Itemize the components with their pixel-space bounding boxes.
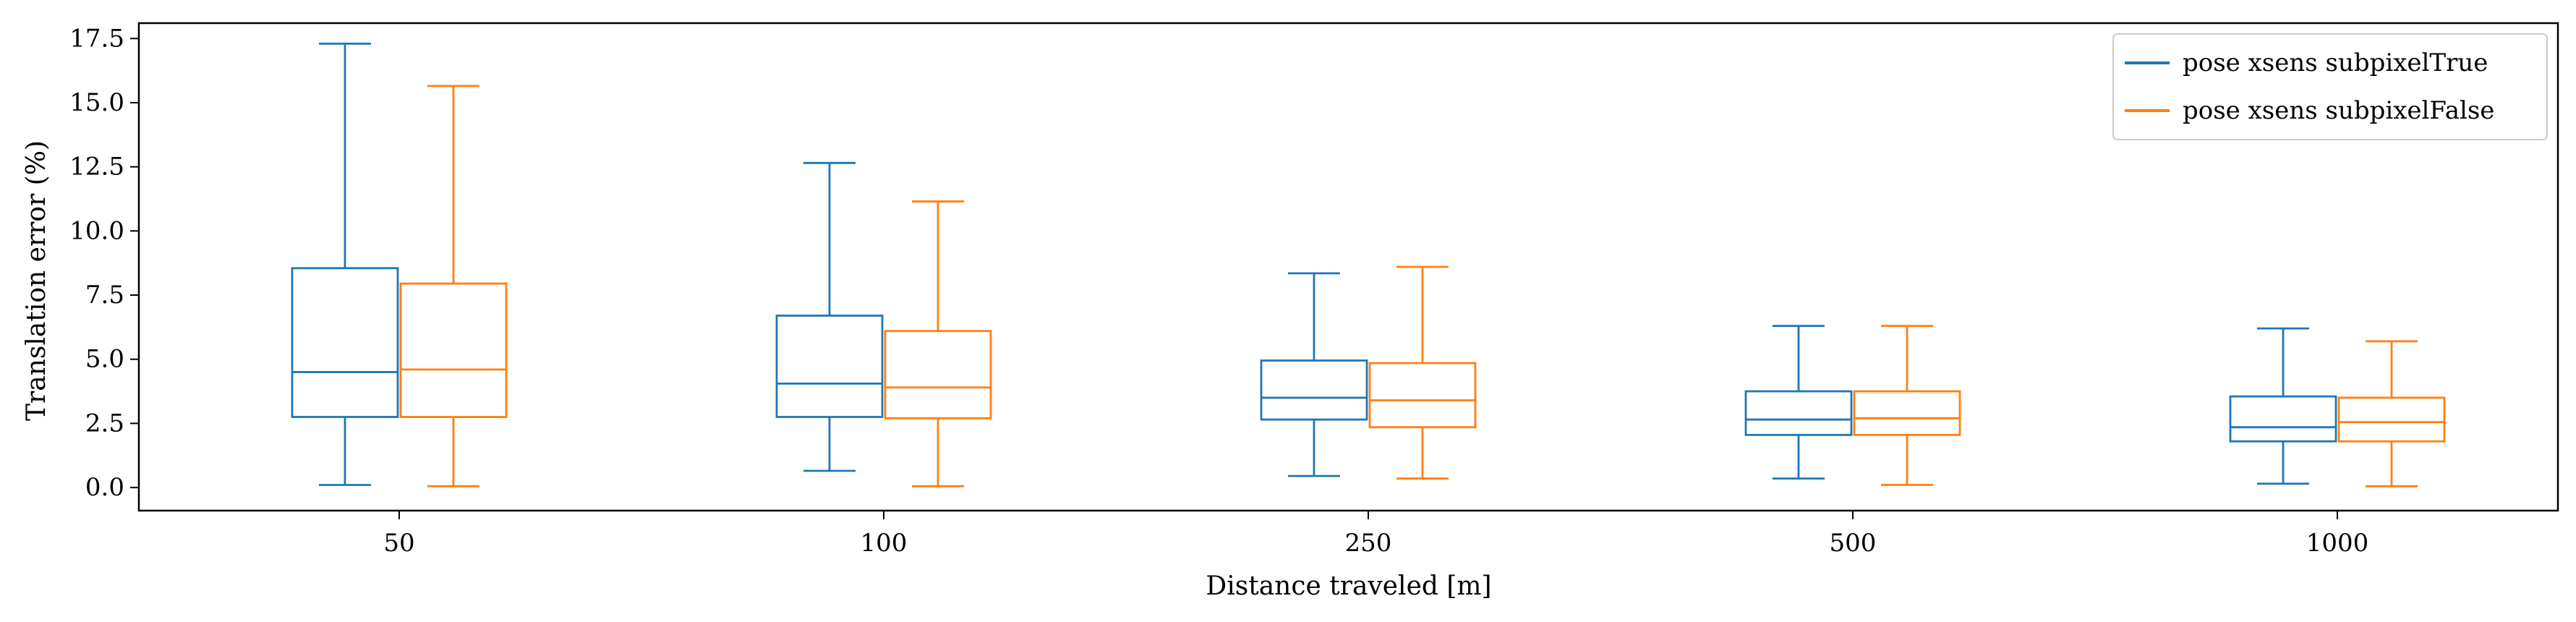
- x-tick-label: 500: [1830, 529, 1877, 558]
- y-tick-label: 12.5: [69, 153, 124, 182]
- y-tick-label: 10.0: [69, 216, 124, 245]
- legend-label: pose xsens subpixelTrue: [2183, 48, 2488, 77]
- box: [399, 282, 508, 418]
- box: [2337, 396, 2446, 443]
- y-tick-label: 0.0: [85, 473, 124, 502]
- x-tick-label: 50: [383, 529, 414, 558]
- plot-area: 0.0 2.5 5.0 7.5 10.0 12.5 15.0 17.5 50 100 250 500 1…: [69, 22, 2559, 558]
- y-tick-label: 17.5: [69, 24, 124, 53]
- box: [1260, 359, 1368, 421]
- y-tick-label: 2.5: [85, 409, 124, 438]
- legend-box: [2112, 33, 2548, 140]
- x-tick-label: 250: [1345, 529, 1392, 558]
- box: [2229, 395, 2337, 443]
- x-tick-label: 1000: [2306, 529, 2369, 558]
- y-tick-label: 5.0: [85, 345, 124, 374]
- box: [291, 267, 399, 418]
- axes-frame: [137, 22, 2559, 512]
- box: [775, 314, 884, 418]
- box: [1368, 362, 1477, 429]
- y-axis-label: Translation error (%): [22, 140, 51, 421]
- x-axis-label: Distance traveled [m]: [1206, 571, 1491, 601]
- box: [884, 330, 992, 419]
- box: [1853, 390, 1961, 436]
- x-tick-label: 100: [861, 529, 908, 558]
- legend-label: pose xsens subpixelFalse: [2183, 96, 2494, 125]
- box: [1744, 390, 1853, 436]
- y-tick-label: 7.5: [85, 281, 124, 310]
- y-tick-label: 15.0: [69, 88, 124, 117]
